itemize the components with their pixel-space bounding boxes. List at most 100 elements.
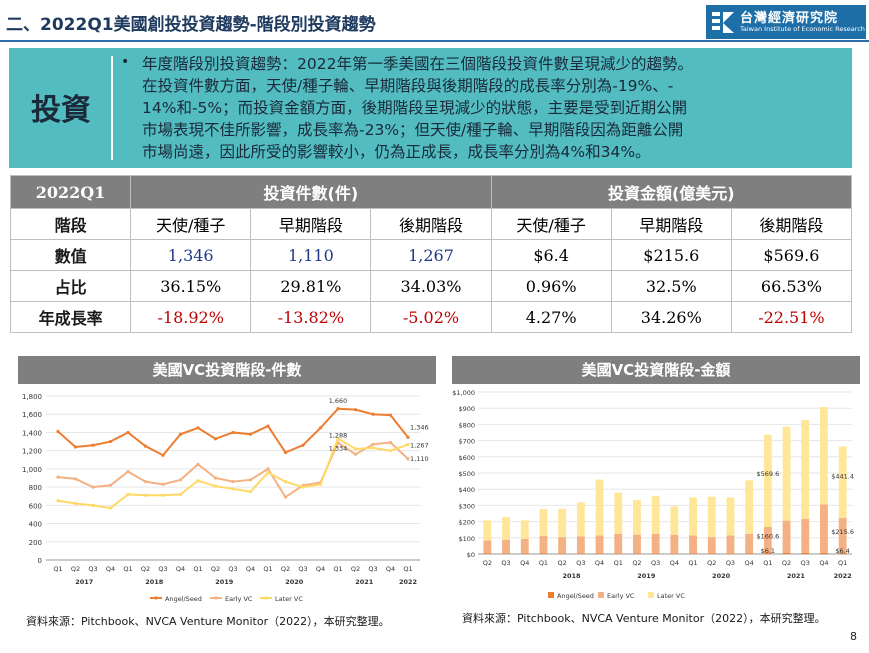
table-group-amount: 投資金額(億美元) xyxy=(490,175,853,209)
data-point xyxy=(318,482,323,486)
bar-segment xyxy=(838,552,847,554)
data-point xyxy=(73,501,78,506)
x-tick-label: Q1 xyxy=(123,565,132,573)
source-note-left: 資料來源：Pitchbook、NVCA Venture Monitor（2022… xyxy=(26,615,390,628)
summary-banner: 投資 • 年度階段別投資趨勢：2022年第一季美國在三個階段投資件數呈現減少的趨… xyxy=(9,48,852,168)
data-point xyxy=(56,499,60,503)
data-point xyxy=(196,426,200,430)
bar-segment xyxy=(614,533,623,554)
bar-segment xyxy=(782,520,791,554)
bar-segment xyxy=(726,553,735,554)
x-tick-label: Q4 xyxy=(670,559,679,567)
page-number: 8 xyxy=(850,630,857,643)
x-tick-label: Q2 xyxy=(141,565,150,573)
summary-line: 市場表現不佳所影響，成長率為-23%；但天使/種子輪、早期階段因為距離公開 xyxy=(142,121,684,139)
data-point xyxy=(91,485,95,489)
x-tick-label: Q1 xyxy=(193,565,202,573)
table-group-count: 投資件數(件) xyxy=(130,175,492,209)
summary-line: 14%和-5%；而投資金額方面，後期階段呈現減少的狀態，主要是受到近期公開 xyxy=(142,99,688,117)
year-label: 2020 xyxy=(285,578,304,586)
data-point xyxy=(126,492,130,496)
data-point xyxy=(126,470,130,474)
data-label: 1,346 xyxy=(410,423,429,431)
data-point xyxy=(371,442,375,446)
legend-marker xyxy=(154,596,158,600)
y-tick-label: 1,600 xyxy=(22,411,42,419)
bar-segment xyxy=(633,534,641,554)
data-point xyxy=(143,480,148,484)
data-point xyxy=(91,443,95,447)
data-point xyxy=(353,452,358,456)
y-tick-label: 1,400 xyxy=(22,429,42,437)
investment-table: 2022Q1 投資件數(件) 投資金額(億美元) 階段 天使/種子 早期階段 後… xyxy=(9,175,853,333)
table-corner: 2022Q1 xyxy=(9,175,132,209)
bar-segment xyxy=(651,553,660,554)
data-point xyxy=(161,453,165,457)
bar-segment xyxy=(670,553,679,554)
data-point xyxy=(353,447,358,451)
row-label: 階段 xyxy=(9,208,132,240)
bar-segment xyxy=(782,426,791,521)
data-point xyxy=(266,470,270,475)
data-label: $160.6 xyxy=(756,533,779,541)
x-tick-label: Q1 xyxy=(614,559,623,567)
legend-swatch xyxy=(648,592,654,598)
table-cell: -5.02% xyxy=(370,301,492,333)
x-tick-label: Q4 xyxy=(316,565,325,573)
table-cell: 0.96% xyxy=(490,270,612,302)
bar-segment xyxy=(539,535,548,554)
bar-segment xyxy=(689,535,697,554)
data-point xyxy=(248,490,253,494)
bar-segment xyxy=(483,540,492,554)
bar-segment xyxy=(707,496,716,538)
x-tick-label: Q2 xyxy=(558,559,567,567)
data-point xyxy=(73,445,78,449)
y-tick-label: $900 xyxy=(458,405,475,413)
data-point xyxy=(353,408,358,412)
bar-segment xyxy=(483,520,492,541)
bar-segment xyxy=(726,497,735,536)
bar-segment xyxy=(651,495,660,534)
legend-label: Later VC xyxy=(657,592,685,600)
x-tick-label: Q3 xyxy=(368,565,377,573)
table-cell: 29.81% xyxy=(250,270,372,302)
bar-segment xyxy=(763,434,772,527)
table-cell: 32.5% xyxy=(610,270,732,302)
table-cell: 34.03% xyxy=(370,270,492,302)
bar-segment xyxy=(502,517,510,540)
data-point xyxy=(91,503,95,507)
data-point xyxy=(73,477,78,481)
bar-segment xyxy=(670,534,679,554)
x-tick-label: Q3 xyxy=(726,559,735,567)
x-tick-label: Q3 xyxy=(801,559,810,567)
stage-cell: 後期階段 xyxy=(370,208,492,240)
data-label: 1,660 xyxy=(329,397,348,405)
data-point xyxy=(283,450,288,455)
bar-segment xyxy=(801,518,810,553)
logo-mark-icon xyxy=(712,12,734,33)
data-point xyxy=(318,426,323,430)
y-tick-label: 400 xyxy=(29,521,42,529)
x-tick-label: Q1 xyxy=(838,559,847,567)
table-header-row: 2022Q1 投資件數(件) 投資金額(億美元) xyxy=(9,175,853,209)
data-point xyxy=(336,407,340,411)
table-row: 占比 36.15% 29.81% 34.03% 0.96% 32.5% 66.5… xyxy=(9,270,853,302)
data-point xyxy=(231,487,235,491)
bar-segment xyxy=(502,539,510,554)
line-chart-title: 美國VC投資階段-件數 xyxy=(18,356,436,384)
title-divider xyxy=(0,40,869,42)
data-label: 1,110 xyxy=(410,455,429,463)
stage-cell: 天使/種子 xyxy=(130,208,252,240)
x-tick-label: Q2 xyxy=(351,565,360,573)
bar-segment xyxy=(539,508,548,536)
y-tick-label: 200 xyxy=(29,539,42,547)
table-cell: 66.53% xyxy=(730,270,853,302)
legend-label: Later VC xyxy=(275,595,303,603)
table-cell: -22.51% xyxy=(730,301,853,333)
bar-segment xyxy=(595,479,604,536)
table-cell: -13.82% xyxy=(250,301,372,333)
year-label: 2017 xyxy=(75,578,93,586)
legend-label: Early VC xyxy=(225,595,253,603)
table-row: 年成長率 -18.92% -13.82% -5.02% 4.27% 34.26%… xyxy=(9,301,853,333)
data-point xyxy=(336,436,340,441)
